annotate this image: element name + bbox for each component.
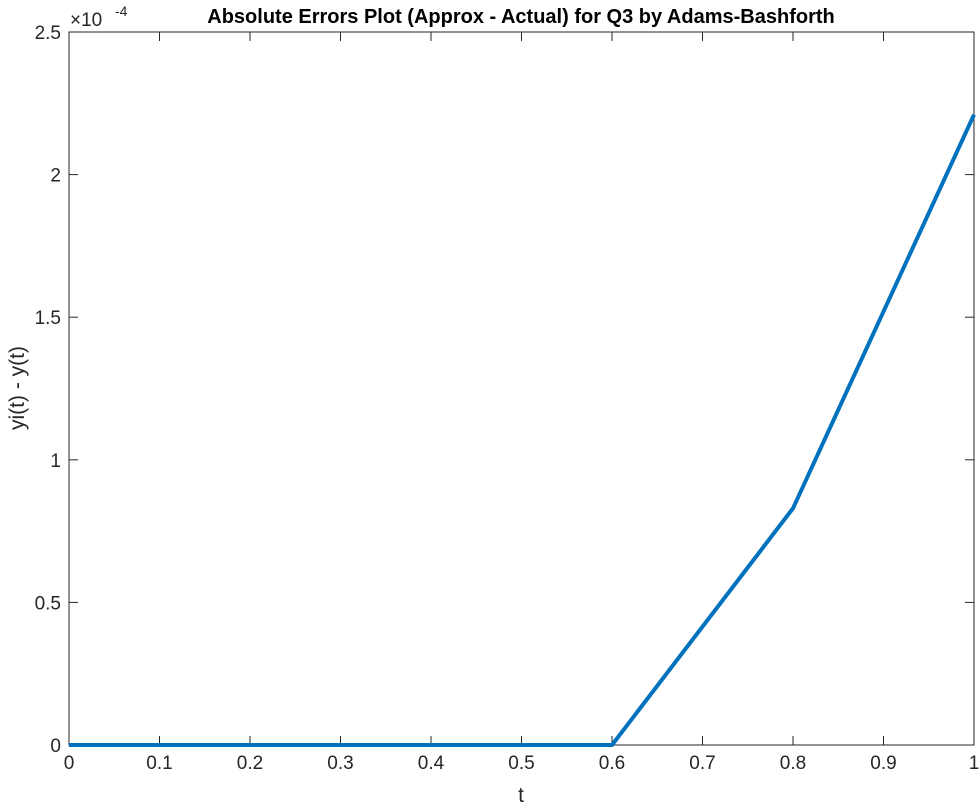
y-tick-label: 2 <box>50 166 61 187</box>
x-axis-label: t <box>518 784 524 806</box>
x-tick-label: 0.8 <box>780 753 806 774</box>
x-tick-label: 1 <box>969 753 980 774</box>
plot-area <box>68 31 975 746</box>
exponent-label: ×10 -4 <box>70 3 128 31</box>
exponent-power: -4 <box>115 3 128 19</box>
y-tick-label: 2.5 <box>35 23 61 44</box>
x-tick-label: 0.5 <box>508 753 534 774</box>
y-tick-label: 0.5 <box>35 593 61 614</box>
series-layer <box>69 113 976 747</box>
series-line <box>69 113 976 747</box>
x-tick-label: 0 <box>64 753 75 774</box>
x-tick-label: 0.3 <box>327 753 353 774</box>
y-axis-label: yi(t) - y(t) <box>6 346 29 430</box>
exponent-base: ×10 <box>70 10 102 31</box>
x-tick-label: 0.7 <box>689 753 715 774</box>
x-tick-label: 0.1 <box>146 753 172 774</box>
chart-title: Absolute Errors Plot (Approx - Actual) f… <box>207 6 834 28</box>
y-axis-ticks: 0 0.5 1 1.5 2 2.5 <box>35 23 974 757</box>
x-tick-label: 0.4 <box>418 753 445 774</box>
x-tick-label: 0.9 <box>870 753 896 774</box>
y-tick-label: 0 <box>50 736 61 757</box>
y-tick-label: 1 <box>50 451 61 472</box>
x-tick-label: 0.2 <box>237 753 263 774</box>
x-tick-label: 0.6 <box>599 753 625 774</box>
y-tick-label: 1.5 <box>35 308 61 329</box>
x-axis-ticks: 0 0.1 0.2 0.3 0.4 0.5 0.6 0.7 0.8 0.9 1 <box>64 32 980 774</box>
